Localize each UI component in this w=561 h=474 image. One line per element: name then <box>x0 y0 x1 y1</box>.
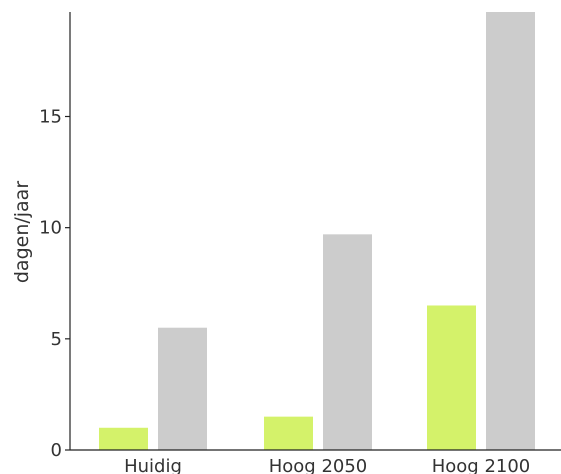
bars-group <box>99 12 535 450</box>
x-category-labels: Huidig Hoog 2050 Hoog 2100 <box>124 456 530 474</box>
y-tick-label: 10 <box>39 218 62 239</box>
x-category-label: Hoog 2100 <box>432 456 531 474</box>
y-axis-title-group: dagen/jaar <box>11 181 33 283</box>
y-tick-label: 0 <box>51 440 62 461</box>
bar-series-1-hoog-2050 <box>264 416 313 450</box>
bar-series-2-hoog-2050 <box>323 234 372 450</box>
y-tick-label: 5 <box>51 329 62 350</box>
x-category-label: Hoog 2050 <box>269 456 368 474</box>
bar-series-2-hoog-2100 <box>486 12 535 450</box>
bar-series-1-huidig <box>99 427 148 450</box>
y-ticks-group: 0 5 10 15 <box>39 106 70 461</box>
bar-series-2-huidig <box>158 327 207 450</box>
bar-series-1-hoog-2100 <box>427 305 476 450</box>
y-tick-label: 15 <box>39 106 62 127</box>
x-category-label: Huidig <box>124 456 182 474</box>
y-axis-title: dagen/jaar <box>11 181 33 283</box>
